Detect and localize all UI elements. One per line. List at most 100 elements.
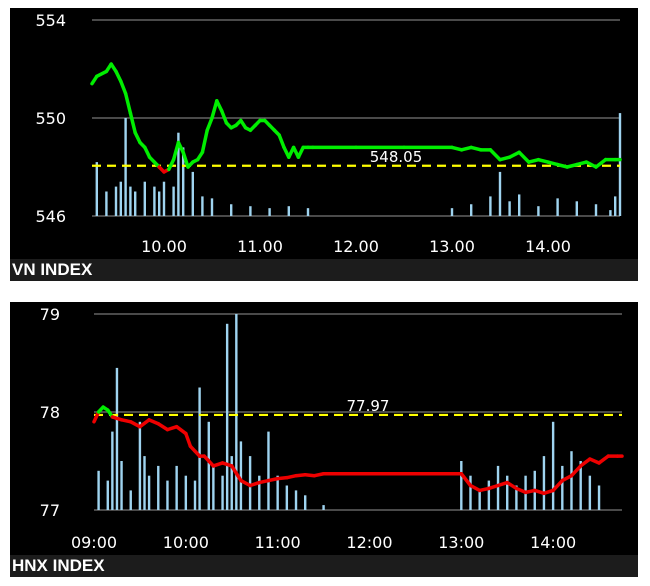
volume-bar [537, 206, 540, 216]
volume-bar [201, 196, 204, 216]
price-line-segment [578, 457, 592, 468]
volume-bar [594, 204, 598, 216]
volume-bar [478, 490, 481, 510]
volume-bar [306, 208, 310, 216]
y-tick-label: 554 [35, 11, 66, 30]
price-line-segment [184, 431, 193, 449]
y-tick-label: 77 [40, 501, 60, 520]
x-tick-label: 12.00 [333, 237, 379, 256]
price-line-segment [569, 464, 583, 478]
volume-bar [230, 456, 233, 510]
volume-bar [177, 132, 180, 216]
price-line-segment [200, 128, 209, 155]
volume-bar [105, 191, 108, 216]
volume-bar [97, 470, 100, 510]
volume-bar [210, 198, 214, 216]
x-tick-label: 14:00 [530, 533, 576, 552]
price-line-segment [156, 422, 170, 432]
volume-bar [556, 198, 559, 216]
y-tick-label: 79 [40, 305, 60, 324]
volume-bar [191, 171, 194, 216]
volume-bar [124, 118, 127, 216]
volume-bar [221, 475, 224, 510]
hnx-index-panel: 79 78 77 77.97 09:00 10:00 11:00 12:00 13:00 14:0… [10, 302, 638, 577]
volume-bar [579, 461, 582, 510]
volume-bar [239, 441, 243, 510]
reference-label: 77.97 [347, 397, 390, 415]
volume-bar [575, 201, 578, 216]
price-line-segment [215, 99, 224, 113]
hnx-index-title: HNX INDEX [12, 556, 105, 575]
x-tick-label: 13.00 [429, 237, 475, 256]
volume-bar [487, 480, 491, 510]
price-line-segment [597, 454, 610, 465]
volume-bar [157, 465, 160, 510]
volume-bar [450, 208, 454, 216]
price-line-segment [167, 157, 176, 172]
volume-bar [268, 208, 271, 216]
volume-bar [469, 475, 472, 510]
volume-bar [172, 186, 175, 216]
x-tick-label: 12:00 [346, 533, 392, 552]
volume-bar [111, 431, 114, 510]
volume-bar [285, 485, 289, 510]
price-line-segment [584, 160, 598, 169]
volume-bar [114, 186, 118, 216]
volume-bar [143, 456, 146, 510]
price-line-segment [171, 140, 181, 162]
volume-bar [129, 186, 132, 216]
price-line-segment [114, 69, 123, 83]
volume-bar [597, 485, 601, 510]
vn-index-title: VN INDEX [12, 260, 93, 279]
vn-index-title-bar: VN INDEX [10, 259, 638, 281]
volume-bar [120, 461, 123, 510]
volume-bar [230, 204, 233, 216]
price-line-segment [205, 116, 214, 132]
volume-bar [322, 505, 325, 510]
volume-bar [614, 196, 617, 216]
price-line-segment [133, 130, 142, 145]
price-line-segment [229, 464, 243, 483]
volume-bar [158, 191, 161, 216]
volume-bar [304, 495, 307, 510]
volume-bar [166, 480, 169, 510]
price-line-segment [594, 157, 608, 169]
price-line-segment [507, 150, 521, 159]
volume-bar [460, 461, 463, 510]
volume-bar [551, 421, 555, 510]
price-line-segment [296, 145, 305, 159]
volume-bar [249, 206, 252, 216]
volume-bar [235, 314, 238, 510]
volume-bar [515, 485, 518, 510]
price-line-segment [128, 111, 137, 135]
x-tick-label: 10:00 [163, 533, 209, 552]
volume-bar [212, 465, 215, 510]
x-tick-label: 13:00 [438, 533, 484, 552]
reference-label: 548.05 [370, 148, 423, 166]
volume-bar [225, 323, 229, 510]
volume-bar [588, 475, 592, 510]
price-line-segment [505, 480, 519, 491]
volume-bar [153, 186, 156, 216]
x-tick-label: 09:00 [71, 533, 117, 552]
volume-bar [175, 465, 178, 510]
volume-bar [508, 201, 511, 216]
volume-bar [489, 196, 492, 216]
price-line-segment [459, 471, 473, 488]
volume-bar [147, 475, 151, 510]
volume-bar [115, 367, 119, 510]
price-line-segment [92, 410, 101, 424]
volume-bar [207, 421, 210, 510]
price-line-segment [138, 418, 151, 429]
hnx-index-chart: 79 78 77 77.97 09:00 10:00 11:00 12:00 13:00 14:0… [40, 305, 624, 552]
price-line-segment [119, 79, 128, 96]
volume-bar [496, 465, 500, 510]
price-line-segment [210, 99, 219, 120]
volume-bar [138, 421, 142, 510]
volume-bar [198, 387, 201, 510]
volume-bar [276, 475, 279, 510]
volume-bar [470, 204, 473, 216]
volume-bar [129, 490, 132, 510]
price-line-segment [174, 424, 188, 436]
volume-bar [609, 210, 612, 216]
